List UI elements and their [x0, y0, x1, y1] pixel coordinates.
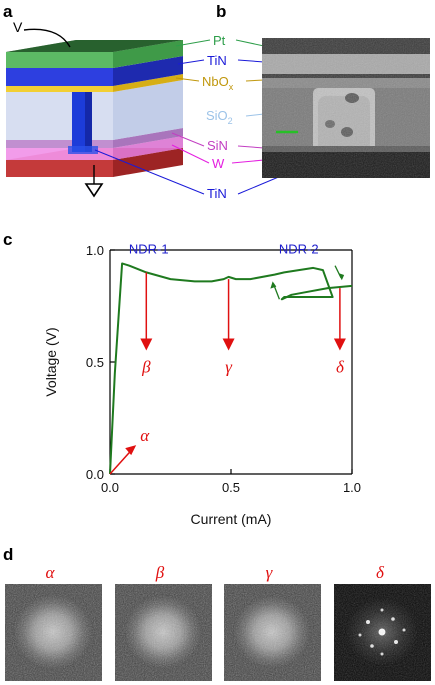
layer-labels: Pt TiN NbOx SiO2 SiN W TiN — [94, 33, 301, 201]
hysteresis-arrowhead-down — [338, 273, 345, 281]
leader-tin-top-b — [237, 59, 265, 63]
nbox-front — [6, 86, 113, 92]
x-axis-label: Current (mA) — [191, 511, 272, 527]
layer-label-nbox: NbOx — [202, 74, 234, 92]
leader-pt-b — [235, 39, 265, 47]
marker-arrowhead-2 — [222, 338, 235, 351]
panel-label-d: d — [3, 545, 13, 564]
marker-label-1: β — [141, 358, 151, 377]
tem-image — [262, 38, 430, 178]
diffraction-image-alpha — [5, 584, 102, 681]
diffraction-image-gamma — [224, 584, 321, 681]
pt-front — [6, 52, 113, 68]
leader-tin-top — [177, 59, 205, 65]
pt-side — [113, 40, 183, 68]
panel-label-c: c — [3, 230, 12, 249]
panel-label-a: a — [3, 2, 13, 21]
layer-label-tin-bottom: TiN — [207, 186, 227, 201]
annotation-ndr-1: NDR-1 — [129, 242, 169, 257]
chart-ticks: 0.0 0.5 1.0 0.0 0.5 1.0 — [86, 243, 361, 495]
pt-top-shade — [6, 40, 183, 52]
marker-arrowhead-1 — [140, 338, 153, 351]
voltage-lead — [23, 28, 71, 48]
leader-sin-b — [237, 145, 265, 149]
x-tick-label: 0.5 — [222, 480, 240, 495]
hysteresis-arrowhead-up — [270, 281, 277, 289]
substrate-front — [6, 160, 113, 177]
leader-nbox-b — [245, 79, 265, 82]
diffraction-image-delta — [334, 584, 431, 681]
layer-label-w: W — [212, 156, 225, 171]
sio2-side — [113, 80, 183, 140]
marker-label-alpha: α — [140, 426, 150, 445]
panel-label-b: b — [216, 2, 226, 21]
leader-w-b — [231, 159, 265, 164]
sin-layer-side — [113, 128, 183, 148]
x-tick-label: 0.0 — [101, 480, 119, 495]
tem-noise — [262, 38, 430, 178]
via-bottom — [68, 146, 98, 154]
substrate-side — [113, 148, 183, 177]
marker-arrowhead-3 — [333, 338, 346, 351]
ground-icon — [84, 183, 104, 198]
nbox-side — [113, 74, 183, 92]
w-layer-side — [113, 136, 183, 160]
marker-label-2: γ — [225, 358, 233, 377]
sio2-front — [6, 92, 113, 140]
vi-chart: 0.0 0.5 1.0 0.0 0.5 1.0 Current (mA) Voltage … — [43, 242, 361, 527]
diffraction-label-delta: δ — [376, 563, 385, 582]
marker-arrowhead-alpha — [125, 445, 137, 456]
leader-pt — [175, 39, 211, 47]
layer-label-sio2: SiO2 — [206, 108, 233, 126]
tin-top-front — [6, 68, 113, 86]
diffraction-image-beta — [115, 584, 212, 681]
layer-label-sin: SiN — [207, 138, 228, 153]
marker-label-3: δ — [336, 358, 345, 377]
x-tick-label: 1.0 — [343, 480, 361, 495]
leader-sin — [171, 132, 205, 147]
y-tick-label: 0.0 — [86, 467, 104, 482]
diffraction-label-gamma: γ — [266, 563, 274, 582]
leader-tin-bottom — [94, 149, 205, 195]
layer-label-tin-top: TiN — [207, 53, 227, 68]
leader-nbox — [175, 77, 200, 82]
y-tick-label: 1.0 — [86, 243, 104, 258]
diffraction-label-beta: β — [155, 563, 165, 582]
layer-label-pt: Pt — [213, 33, 226, 48]
leader-w — [171, 144, 210, 164]
annotation-ndr-2: NDR-2 — [279, 242, 319, 257]
diffraction-panels: α β γ δ — [5, 563, 431, 681]
tin-top-side — [113, 56, 183, 86]
voltage-label: V — [13, 19, 23, 35]
leader-sio2-b — [245, 113, 265, 117]
device-schematic: V — [6, 19, 183, 198]
y-axis-label: Voltage (V) — [43, 327, 59, 396]
y-tick-label: 0.5 — [86, 355, 104, 370]
series-line-0 — [109, 262, 353, 475]
chart-marks: NDR-1 NDR-2 α β γ δ — [109, 242, 353, 475]
diffraction-label-alpha: α — [46, 563, 56, 582]
via-pillar-shade — [85, 86, 92, 152]
